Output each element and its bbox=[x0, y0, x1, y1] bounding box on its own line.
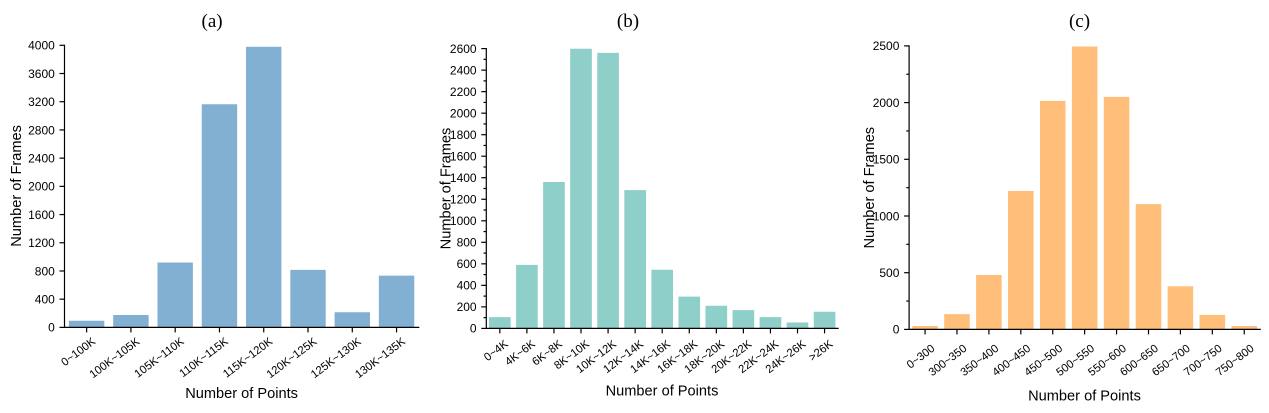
svg-text:1000: 1000 bbox=[873, 209, 900, 223]
svg-text:1600: 1600 bbox=[28, 208, 55, 222]
svg-text:400: 400 bbox=[35, 293, 55, 307]
svg-text:4000: 4000 bbox=[28, 39, 55, 53]
svg-text:200: 200 bbox=[457, 300, 477, 314]
svg-text:(a): (a) bbox=[202, 11, 223, 32]
svg-text:500: 500 bbox=[879, 266, 899, 280]
svg-text:3200: 3200 bbox=[28, 95, 55, 109]
svg-text:2500: 2500 bbox=[873, 39, 900, 53]
svg-text:0: 0 bbox=[470, 322, 477, 336]
svg-text:Number of Frames: Number of Frames bbox=[438, 128, 454, 250]
svg-text:600: 600 bbox=[457, 257, 477, 271]
svg-text:1800: 1800 bbox=[450, 128, 477, 142]
svg-text:2800: 2800 bbox=[28, 123, 55, 137]
svg-text:3600: 3600 bbox=[28, 67, 55, 81]
svg-text:800: 800 bbox=[35, 264, 55, 278]
svg-text:800: 800 bbox=[457, 236, 477, 250]
svg-text:2400: 2400 bbox=[28, 151, 55, 165]
svg-text:Number of Frames: Number of Frames bbox=[862, 127, 878, 249]
svg-text:2200: 2200 bbox=[450, 85, 477, 99]
svg-text:1200: 1200 bbox=[450, 193, 477, 207]
svg-text:2400: 2400 bbox=[450, 63, 477, 77]
svg-text:Number of Points: Number of Points bbox=[185, 386, 298, 402]
svg-text:2000: 2000 bbox=[873, 96, 900, 110]
svg-text:2600: 2600 bbox=[450, 42, 477, 56]
svg-text:0: 0 bbox=[893, 323, 900, 337]
svg-text:1000: 1000 bbox=[450, 214, 477, 228]
svg-text:(b): (b) bbox=[617, 11, 639, 32]
svg-text:1600: 1600 bbox=[450, 150, 477, 164]
svg-text:2000: 2000 bbox=[450, 107, 477, 121]
svg-text:Number of Frames: Number of Frames bbox=[9, 125, 25, 247]
svg-text:2000: 2000 bbox=[28, 180, 55, 194]
svg-text:1400: 1400 bbox=[450, 171, 477, 185]
svg-text:(c): (c) bbox=[1069, 11, 1090, 32]
svg-text:1500: 1500 bbox=[873, 153, 900, 167]
svg-text:Number of Points: Number of Points bbox=[606, 383, 719, 399]
svg-text:Number of Points: Number of Points bbox=[1028, 388, 1141, 404]
svg-text:1200: 1200 bbox=[28, 236, 55, 250]
svg-text:400: 400 bbox=[457, 279, 477, 293]
svg-text:0: 0 bbox=[48, 321, 55, 335]
